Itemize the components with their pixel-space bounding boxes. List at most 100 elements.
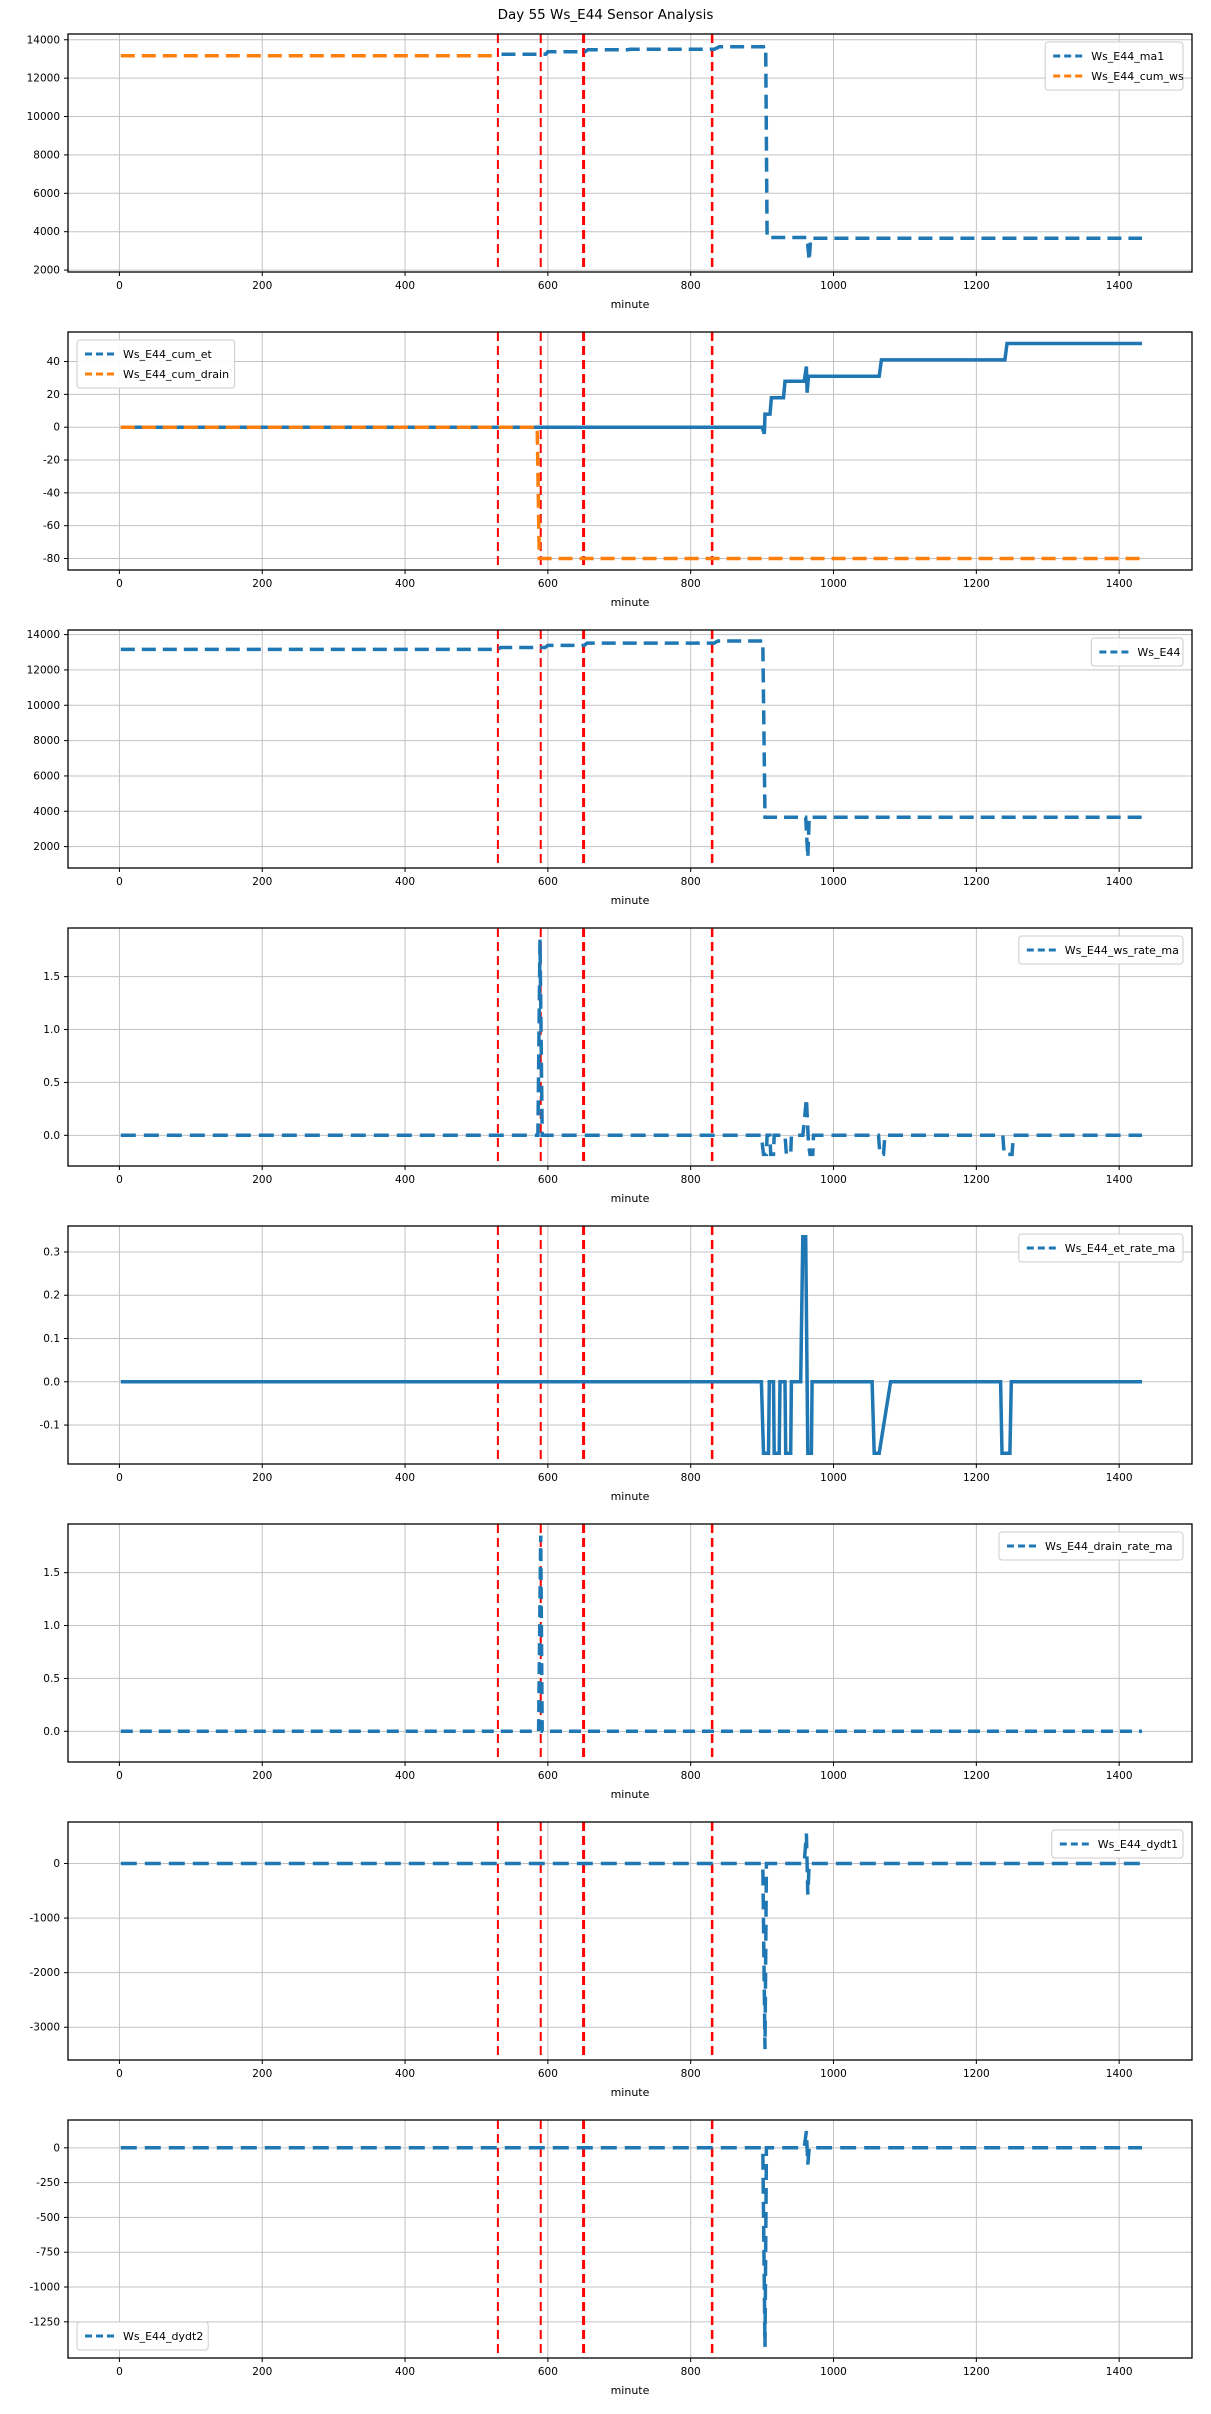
legend-box	[1090, 637, 1184, 667]
legend-box	[76, 2321, 209, 2351]
figure-title: Day 55 Ws_E44 Sensor Analysis	[497, 7, 714, 23]
xtick-label: 1200	[963, 1770, 990, 1782]
xtick-label: 800	[681, 280, 701, 292]
xtick-label: 1000	[820, 1770, 847, 1782]
axes-frame	[67, 33, 1193, 273]
xtick-label: 1200	[963, 578, 990, 590]
ytick-label: 0.0	[43, 1130, 60, 1142]
subplot-7: 0 200 400 600 800 1000 1200 1400 0 -1000 -2000 -300…	[0, 1814, 1211, 2112]
xtick-label: 200	[252, 280, 272, 292]
x-axis-label: minute	[611, 1192, 650, 1205]
xtick-label: 1400	[1106, 578, 1133, 590]
xtick-label: 800	[681, 1770, 701, 1782]
xtick-label: 600	[538, 280, 558, 292]
subplot-3-canvas: 0 200 400 600 800 1000 1200 1400 2000 4000 6000 800…	[27, 629, 1193, 907]
xtick-label: 1400	[1106, 1472, 1133, 1484]
ytick-label: 0	[53, 422, 60, 434]
xtick-label: 200	[252, 1770, 272, 1782]
xtick-label: 1000	[820, 578, 847, 590]
subplot-4-canvas: 0 200 400 600 800 1000 1200 1400 0.0 0.5 1.0 1.5 min…	[43, 927, 1193, 1205]
xtick-label: 1400	[1106, 876, 1133, 888]
axes-frame	[67, 1225, 1193, 1465]
legend-box	[998, 1531, 1184, 1561]
legend-label: Ws_E44_et_rate_ma	[1065, 1242, 1175, 1255]
legend-label: Ws_E44_ma1	[1091, 50, 1164, 63]
xtick-label: 0	[116, 1472, 123, 1484]
ytick-label: 0.5	[43, 1077, 60, 1089]
xtick-label: 200	[252, 876, 272, 888]
ytick-label: 1.5	[43, 971, 60, 983]
subplot-1: 0 200 400 600 800 1000 1200 1400 2000 4000 6000 800…	[0, 26, 1211, 324]
xtick-label: 600	[538, 2068, 558, 2080]
xtick-label: 600	[538, 2366, 558, 2378]
ytick-label: -2000	[29, 1967, 60, 1979]
ytick-label: -0.1	[40, 1420, 61, 1432]
legend-label: Ws_E44_ws_rate_ma	[1065, 944, 1179, 957]
xtick-label: 200	[252, 578, 272, 590]
ytick-label: 12000	[27, 664, 60, 676]
x-axis-label: minute	[611, 2086, 650, 2099]
xtick-label: 400	[395, 578, 415, 590]
xtick-label: 600	[538, 578, 558, 590]
ytick-label: 10000	[27, 700, 60, 712]
xtick-label: 1200	[963, 2068, 990, 2080]
ytick-label: 0	[53, 1858, 60, 1870]
xtick-label: 200	[252, 1174, 272, 1186]
ytick-label: 10000	[27, 111, 60, 123]
series-Ws_E44_cum_drain	[120, 425, 1142, 561]
xtick-label: 1000	[820, 1472, 847, 1484]
axes-frame	[67, 1523, 1193, 1763]
subplot-2-canvas: 0 200 400 600 800 1000 1200 1400 -80 -60 -40 -20 0 20…	[43, 331, 1193, 609]
ytick-label: 1.0	[43, 1024, 60, 1036]
xtick-label: 0	[116, 876, 123, 888]
ytick-label: 14000	[27, 34, 60, 46]
x-axis-label: minute	[611, 596, 650, 609]
ytick-label: -500	[36, 2212, 60, 2224]
xtick-label: 0	[116, 1174, 123, 1186]
xtick-label: 800	[681, 578, 701, 590]
ytick-label: -1250	[29, 2316, 60, 2328]
xtick-label: 0	[116, 578, 123, 590]
series-Ws_E44	[120, 639, 1142, 858]
x-axis-label: minute	[611, 298, 650, 311]
x-axis-label: minute	[611, 1490, 650, 1503]
ytick-label: -750	[36, 2247, 60, 2259]
ytick-label: 0.0	[43, 1376, 60, 1388]
xtick-label: 800	[681, 2366, 701, 2378]
xtick-label: 1000	[820, 2068, 847, 2080]
xtick-label: 1200	[963, 1174, 990, 1186]
ytick-label: 8000	[33, 735, 60, 747]
xtick-label: 1200	[963, 1472, 990, 1484]
axes-frame	[67, 1821, 1193, 2061]
subplot-5: 0 200 400 600 800 1000 1200 1400 -0.1 0.0 0.1 0.2 0.…	[0, 1218, 1211, 1516]
xtick-label: 200	[252, 2068, 272, 2080]
xtick-label: 400	[395, 2366, 415, 2378]
subplot-8: 0 200 400 600 800 1000 1200 1400 0 -250 -500 -750 -1…	[0, 2112, 1211, 2410]
xtick-label: 800	[681, 2068, 701, 2080]
ytick-label: -1000	[29, 1913, 60, 1925]
legend-label: Ws_E44_cum_ws	[1091, 70, 1184, 83]
legend: Ws_E44_et_rate_ma	[1018, 1233, 1184, 1263]
xtick-label: 400	[395, 1770, 415, 1782]
ytick-label: 4000	[33, 226, 60, 238]
ytick-label: -250	[36, 2177, 60, 2189]
x-axis-label: minute	[611, 1788, 650, 1801]
ytick-label: -80	[43, 553, 60, 565]
xtick-label: 600	[538, 1174, 558, 1186]
charts-container: 0 200 400 600 800 1000 1200 1400 2000 4000 6000 800…	[0, 26, 1211, 2410]
legend-box	[1018, 1233, 1184, 1263]
series-Ws_E44_ws_rate_ma	[120, 939, 1142, 1157]
ytick-label: 2000	[33, 265, 60, 277]
xtick-label: 1400	[1106, 1174, 1133, 1186]
legend-label: Ws_E44	[1137, 646, 1180, 659]
xtick-label: 200	[252, 2366, 272, 2378]
ytick-label: 40	[47, 356, 60, 368]
xtick-label: 200	[252, 1472, 272, 1484]
ytick-label: 4000	[33, 806, 60, 818]
ytick-label: 2000	[33, 841, 60, 853]
xtick-label: 1000	[820, 280, 847, 292]
subplot-6-canvas: 0 200 400 600 800 1000 1200 1400 0.0 0.5 1.0 1.5 min…	[43, 1523, 1193, 1801]
subplot-5-canvas: 0 200 400 600 800 1000 1200 1400 -0.1 0.0 0.1 0.2 0.…	[40, 1225, 1193, 1503]
xtick-label: 800	[681, 876, 701, 888]
